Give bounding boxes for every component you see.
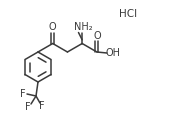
Text: NH₂: NH₂	[74, 21, 92, 31]
Text: F: F	[25, 102, 31, 112]
Text: F: F	[39, 101, 45, 111]
Text: O: O	[93, 31, 101, 41]
Text: O: O	[49, 22, 57, 32]
Text: HCl: HCl	[119, 9, 137, 19]
Text: F: F	[20, 89, 26, 99]
Text: OH: OH	[105, 48, 120, 58]
